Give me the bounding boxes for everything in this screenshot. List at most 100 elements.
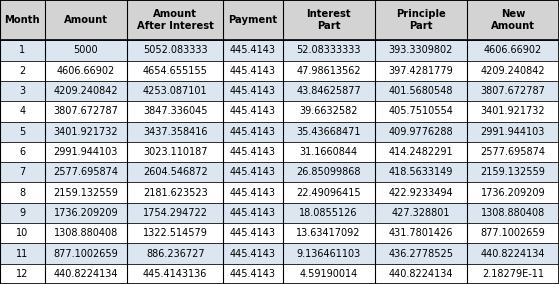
Bar	[283, 142, 375, 162]
Text: 4.59190014: 4.59190014	[300, 269, 358, 279]
Bar	[127, 264, 224, 284]
Bar	[0, 60, 45, 81]
Text: Amount
After Interest: Amount After Interest	[137, 9, 214, 31]
Bar	[45, 81, 127, 101]
Text: 8: 8	[20, 188, 26, 198]
Bar	[0, 183, 45, 203]
Bar	[224, 162, 283, 183]
Bar	[224, 0, 283, 40]
Text: 4606.66902: 4606.66902	[57, 66, 115, 76]
Text: 445.4143: 445.4143	[230, 248, 276, 258]
Bar	[283, 101, 375, 122]
Text: 445.4143136: 445.4143136	[143, 269, 207, 279]
Text: 1308.880408: 1308.880408	[481, 208, 545, 218]
Bar	[375, 243, 467, 264]
Text: 47.98613562: 47.98613562	[296, 66, 361, 76]
Bar	[45, 203, 127, 223]
Bar	[0, 81, 45, 101]
Text: 886.236727: 886.236727	[146, 248, 205, 258]
Bar	[467, 122, 559, 142]
Text: 877.1002659: 877.1002659	[481, 228, 546, 238]
Bar	[467, 101, 559, 122]
Bar	[224, 183, 283, 203]
Text: 2159.132559: 2159.132559	[481, 167, 546, 177]
Bar	[224, 60, 283, 81]
Bar	[0, 101, 45, 122]
Bar	[45, 183, 127, 203]
Text: 445.4143: 445.4143	[230, 188, 276, 198]
Text: 52.08333333: 52.08333333	[296, 45, 361, 55]
Text: 393.3309802: 393.3309802	[389, 45, 453, 55]
Text: 3: 3	[20, 86, 26, 96]
Text: 5052.083333: 5052.083333	[143, 45, 207, 55]
Bar	[127, 142, 224, 162]
Text: 445.4143: 445.4143	[230, 167, 276, 177]
Bar	[224, 223, 283, 243]
Bar	[224, 243, 283, 264]
Bar	[375, 203, 467, 223]
Bar	[283, 0, 375, 40]
Bar	[375, 81, 467, 101]
Bar	[127, 243, 224, 264]
Bar	[467, 183, 559, 203]
Text: 3807.672787: 3807.672787	[481, 86, 546, 96]
Text: 2.18279E-11: 2.18279E-11	[482, 269, 544, 279]
Bar	[127, 40, 224, 61]
Text: 1754.294722: 1754.294722	[143, 208, 208, 218]
Text: 2604.546872: 2604.546872	[143, 167, 207, 177]
Bar	[127, 101, 224, 122]
Bar	[467, 162, 559, 183]
Text: 6: 6	[20, 147, 26, 157]
Text: 26.85099868: 26.85099868	[296, 167, 361, 177]
Text: 5000: 5000	[74, 45, 98, 55]
Text: 31.1660844: 31.1660844	[300, 147, 358, 157]
Bar	[45, 40, 127, 61]
Bar	[375, 223, 467, 243]
Text: 431.7801426: 431.7801426	[389, 228, 453, 238]
Text: 445.4143: 445.4143	[230, 269, 276, 279]
Bar	[0, 223, 45, 243]
Text: 9: 9	[20, 208, 26, 218]
Text: 3023.110187: 3023.110187	[143, 147, 207, 157]
Bar	[45, 142, 127, 162]
Bar	[375, 162, 467, 183]
Text: 4209.240842: 4209.240842	[54, 86, 118, 96]
Bar	[283, 243, 375, 264]
Bar	[127, 162, 224, 183]
Text: 4654.655155: 4654.655155	[143, 66, 208, 76]
Text: 414.2482291: 414.2482291	[389, 147, 453, 157]
Text: 3847.336045: 3847.336045	[143, 106, 207, 116]
Text: 418.5633149: 418.5633149	[389, 167, 453, 177]
Text: 35.43668471: 35.43668471	[296, 127, 361, 137]
Bar	[127, 122, 224, 142]
Bar	[283, 264, 375, 284]
Bar	[467, 60, 559, 81]
Text: 13.63417092: 13.63417092	[296, 228, 361, 238]
Text: 3807.672787: 3807.672787	[54, 106, 119, 116]
Bar	[224, 122, 283, 142]
Bar	[45, 264, 127, 284]
Bar	[0, 264, 45, 284]
Bar	[375, 183, 467, 203]
Text: 1: 1	[20, 45, 26, 55]
Bar	[375, 264, 467, 284]
Text: 427.328801: 427.328801	[391, 208, 450, 218]
Bar	[283, 183, 375, 203]
Bar	[224, 264, 283, 284]
Bar	[283, 81, 375, 101]
Bar	[0, 0, 45, 40]
Text: 4209.240842: 4209.240842	[481, 66, 545, 76]
Bar	[467, 40, 559, 61]
Text: 12: 12	[16, 269, 29, 279]
Text: 445.4143: 445.4143	[230, 147, 276, 157]
Text: New
Amount: New Amount	[491, 9, 535, 31]
Text: 2991.944103: 2991.944103	[54, 147, 118, 157]
Text: 2577.695874: 2577.695874	[54, 167, 119, 177]
Text: 445.4143: 445.4143	[230, 66, 276, 76]
Bar	[127, 203, 224, 223]
Bar	[0, 142, 45, 162]
Bar	[467, 81, 559, 101]
Bar	[375, 60, 467, 81]
Bar	[0, 203, 45, 223]
Text: 1736.209209: 1736.209209	[54, 208, 118, 218]
